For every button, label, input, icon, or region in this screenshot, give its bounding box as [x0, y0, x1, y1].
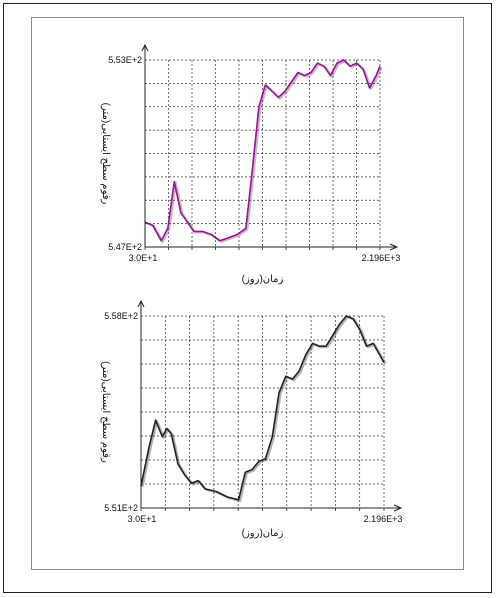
- y-axis-label: رقوم سطح ایستابی(متر): [100, 361, 111, 463]
- series-line-shadow: [141, 315, 387, 502]
- x-tick-label-end: 2.196E+3: [364, 514, 403, 524]
- y-tick-label-bottom: 5.51E+2: [104, 503, 138, 513]
- y-axis-arrow: [137, 299, 145, 308]
- x-axis-arrow: [389, 243, 399, 251]
- x-tick-label-end: 2.196E+3: [362, 253, 401, 263]
- x-axis-arrow: [393, 504, 403, 512]
- chart-1: 5.53E+2 5.47E+23.0E+1 2.196E+3 زمان(روز) رقو…: [100, 43, 401, 285]
- y-tick-label-top: 5.58E+2: [104, 311, 138, 321]
- chart-2: 5.58E+2 5.51E+23.0E+1 2.196E+3 زمان(روز) رقو…: [100, 299, 403, 539]
- inner-frame: [31, 17, 464, 570]
- series-line: [144, 59, 381, 242]
- outer-frame: [3, 3, 492, 593]
- y-axis-arrow: [141, 43, 149, 52]
- x-axis-label: زمان(روز): [242, 528, 284, 539]
- series-line: [140, 315, 385, 501]
- y-axis-label: رقوم سطح ایستابی(متر): [100, 103, 111, 205]
- y-tick-label-bottom: 5.47E+2: [108, 242, 142, 252]
- y-tick-label-top: 5.53E+2: [108, 55, 142, 65]
- x-tick-label-start: 3.0E+1: [129, 253, 158, 263]
- x-axis-label: زمان(روز): [242, 274, 284, 285]
- x-tick-label-start: 3.0E+1: [128, 514, 157, 524]
